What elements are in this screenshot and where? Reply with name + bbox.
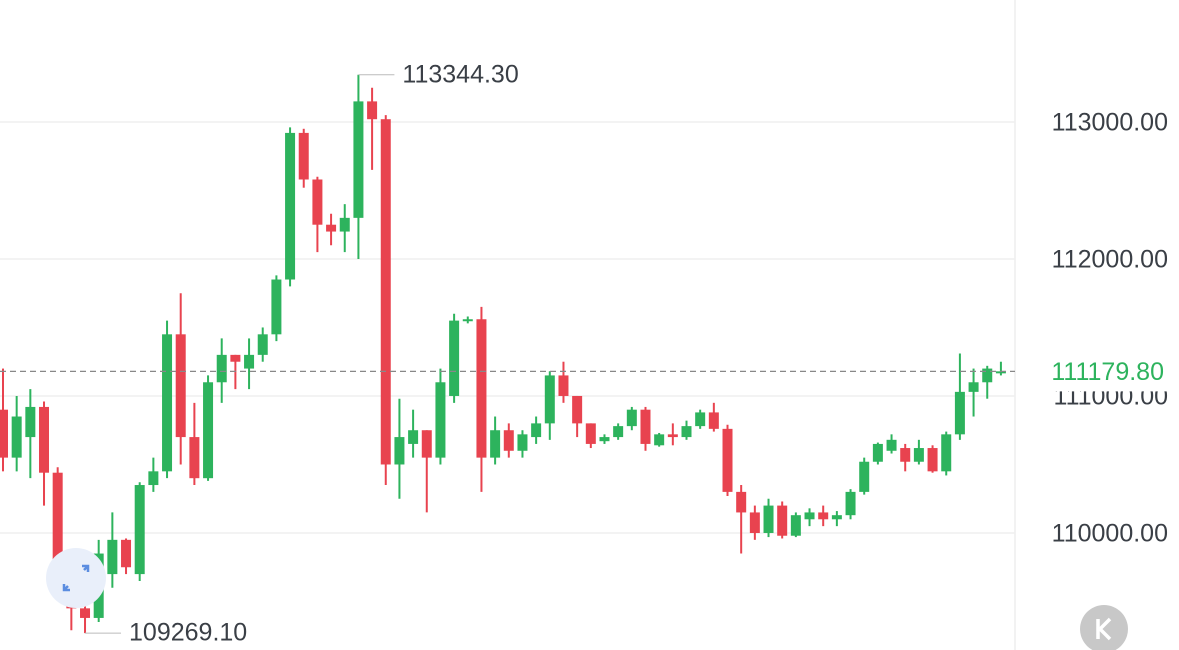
body <box>298 132 309 180</box>
k-icon <box>1096 617 1112 641</box>
body <box>203 382 214 479</box>
body <box>462 319 473 322</box>
body <box>722 428 733 492</box>
body <box>654 434 665 446</box>
body <box>831 515 842 520</box>
body <box>859 461 870 492</box>
body <box>695 412 706 427</box>
body <box>886 439 897 451</box>
body <box>162 334 173 472</box>
body <box>626 409 637 427</box>
body <box>339 217 350 232</box>
body <box>25 406 36 438</box>
body <box>189 437 200 479</box>
body <box>353 101 364 218</box>
body <box>954 391 965 435</box>
last-price-label: 111179.80 <box>1051 358 1164 386</box>
body <box>667 434 678 438</box>
body <box>134 485 145 575</box>
body <box>421 430 432 458</box>
body <box>121 539 132 568</box>
body <box>845 491 856 516</box>
body <box>216 354 227 383</box>
body <box>271 279 282 335</box>
body <box>39 406 50 473</box>
body <box>257 334 268 355</box>
body <box>640 409 651 444</box>
y-tick-label: 110000.00 <box>1052 520 1168 548</box>
body <box>913 448 924 462</box>
body <box>708 412 719 429</box>
body <box>148 471 159 486</box>
body <box>449 320 460 396</box>
body <box>927 448 938 472</box>
min-label: 109269.10 <box>129 619 247 647</box>
body <box>544 375 555 424</box>
body <box>107 539 118 575</box>
candles <box>0 74 1006 634</box>
body <box>503 430 514 451</box>
body <box>476 319 487 458</box>
body <box>490 430 501 458</box>
body <box>517 434 528 451</box>
body <box>435 382 446 458</box>
body <box>380 119 391 465</box>
body <box>326 224 337 232</box>
body <box>52 472 63 561</box>
k-button[interactable] <box>1080 605 1128 650</box>
y-tick-label: 113000.00 <box>1052 109 1168 137</box>
body <box>763 505 774 533</box>
body <box>818 512 829 520</box>
body <box>982 368 993 383</box>
body <box>0 409 8 458</box>
body <box>408 430 419 444</box>
expand-button[interactable] <box>46 548 106 608</box>
body <box>531 423 542 438</box>
body <box>312 179 323 225</box>
labels: 110000.00111000.00112000.00113000.001133… <box>0 60 1178 647</box>
y-tick-label: 112000.00 <box>1052 246 1168 274</box>
body <box>175 334 186 438</box>
body <box>749 512 760 533</box>
body <box>80 608 91 618</box>
body <box>804 512 815 520</box>
body <box>11 416 22 458</box>
body <box>995 371 1006 374</box>
last-price-box <box>1018 351 1178 392</box>
body <box>244 354 255 369</box>
body <box>681 426 692 438</box>
body <box>900 448 911 462</box>
body <box>968 382 979 392</box>
body <box>285 132 296 280</box>
body <box>872 443 883 462</box>
body <box>558 375 569 396</box>
body <box>572 395 583 424</box>
body <box>585 423 596 444</box>
body <box>777 505 788 536</box>
body <box>613 426 624 438</box>
expand-icon <box>62 564 90 592</box>
max-label: 113344.30 <box>402 60 518 88</box>
body <box>941 434 952 472</box>
body <box>599 437 610 442</box>
body <box>394 437 405 465</box>
body <box>736 491 747 513</box>
body <box>367 101 378 120</box>
body <box>790 515 801 536</box>
body <box>230 354 241 362</box>
